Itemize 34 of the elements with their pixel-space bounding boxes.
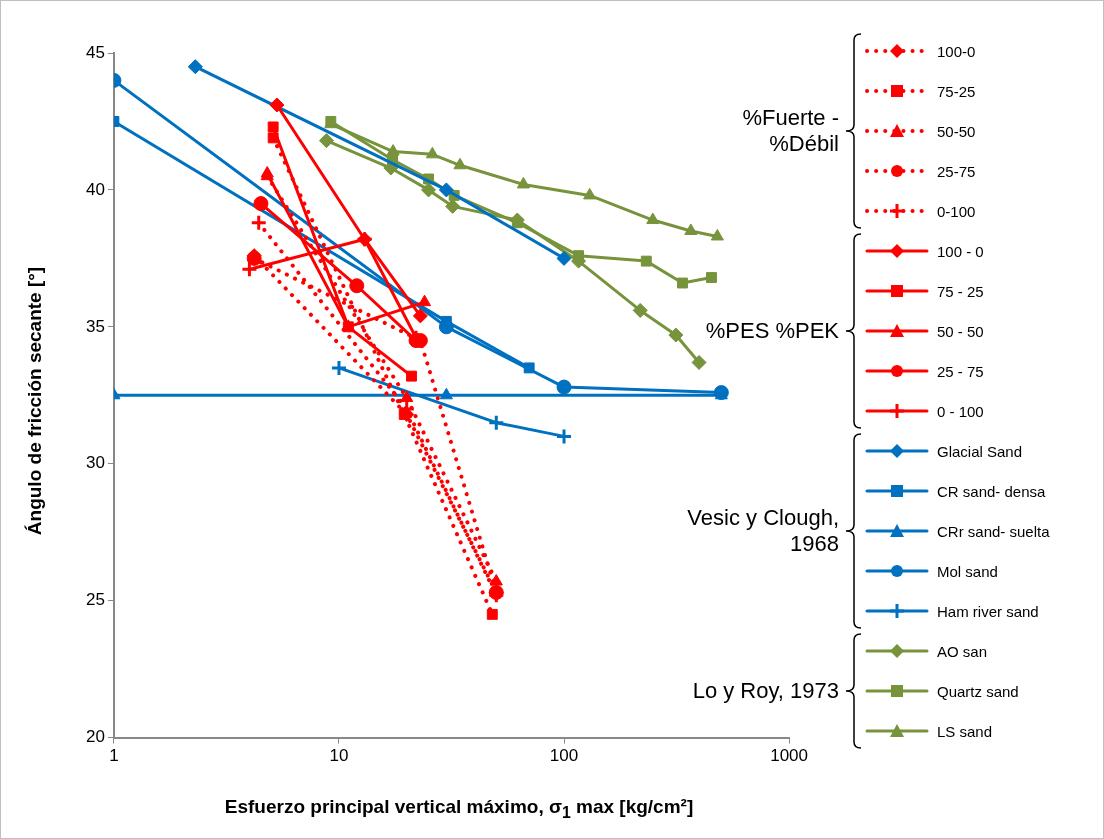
annotation: %Fuerte - %Débil — [741, 104, 839, 158]
legend-label: CRr sand- suelta — [937, 522, 1050, 540]
legend-label: 100 - 0 — [937, 242, 984, 260]
legend-label: LS sand — [937, 722, 993, 740]
annotation: Lo y Roy, 1973 — [692, 677, 839, 705]
y-tick-label: 20 — [85, 727, 105, 747]
x-axis-title: Esfuerzo principal vertical máximo, σ$_{1}$ max [kg/cm²] — [223, 796, 695, 822]
legend-label: 75-25 — [937, 82, 976, 100]
legend-label: 25 - 75 — [937, 362, 984, 380]
legend-label: Ham river sand — [937, 602, 1039, 620]
legend-label: Glacial Sand — [937, 442, 1023, 460]
legend-label: 25-75 — [937, 162, 976, 180]
legend-label: 100-0 — [937, 42, 976, 60]
x-tick-label: 100 — [549, 746, 579, 766]
legend-label: 0 - 100 — [937, 402, 984, 420]
x-tick-label: 1 — [109, 746, 119, 766]
legend-label: 75 - 25 — [937, 282, 984, 300]
legend-label: 50 - 50 — [937, 322, 984, 340]
annotation: Vesic y Clough, 1968 — [686, 504, 839, 558]
y-tick-label: 25 — [85, 590, 105, 610]
y-tick-label: 45 — [85, 42, 105, 62]
legend-label: AO san — [937, 642, 988, 660]
legend-label: 50-50 — [937, 122, 976, 140]
x-tick-label: 1000 — [770, 746, 808, 766]
y-axis-title: Ángulo de fricción secante [°] — [24, 266, 46, 536]
legend-label: Mol sand — [937, 562, 998, 580]
legend-label: CR sand- densa — [937, 482, 1046, 500]
y-tick-label: 30 — [85, 453, 105, 473]
y-tick-label: 35 — [85, 316, 105, 336]
annotation: %PES %PEK — [705, 317, 839, 345]
legend-label: 0-100 — [937, 202, 976, 220]
y-tick-label: 40 — [85, 179, 105, 199]
x-tick-label: 10 — [329, 746, 349, 766]
legend-label: Quartz sand — [937, 682, 1019, 700]
